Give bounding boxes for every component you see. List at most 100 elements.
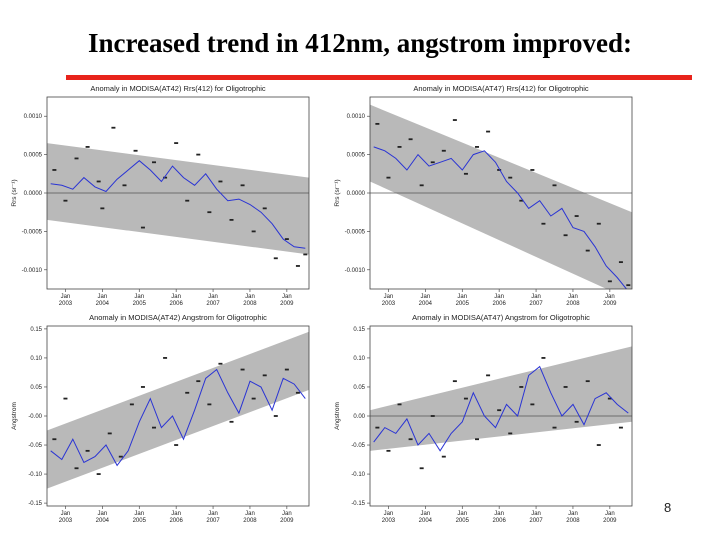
y-tick-label: -0.15 bbox=[351, 501, 365, 507]
series-line bbox=[50, 160, 306, 249]
data-point bbox=[397, 403, 402, 406]
y-tick-label: -0.10 bbox=[351, 472, 365, 478]
data-point bbox=[85, 449, 90, 452]
y-axis-label: Angstrom bbox=[11, 402, 18, 430]
data-point bbox=[486, 374, 491, 377]
data-point bbox=[508, 432, 513, 435]
y-tick-label: 0.0010 bbox=[347, 114, 366, 120]
data-point bbox=[251, 230, 256, 233]
data-point bbox=[52, 438, 57, 441]
data-point bbox=[63, 199, 68, 202]
plot-frame bbox=[369, 325, 633, 507]
data-point bbox=[63, 397, 68, 400]
x-tick-label: 2009 bbox=[603, 301, 617, 307]
x-tick-label: 2004 bbox=[96, 301, 110, 307]
x-tick-label: Jan bbox=[531, 294, 541, 300]
data-point bbox=[419, 184, 424, 187]
data-point bbox=[463, 397, 468, 400]
y-tick-label: -0.00 bbox=[28, 414, 42, 420]
data-point bbox=[430, 161, 435, 164]
chart-panel-rrs-at47: Anomaly in MODISA(AT47) Rrs(412) for Oli… bbox=[330, 80, 648, 320]
data-point bbox=[530, 403, 535, 406]
data-point bbox=[262, 207, 267, 210]
y-tick-label: -0.05 bbox=[28, 443, 42, 449]
data-point bbox=[574, 215, 579, 217]
data-point bbox=[452, 119, 457, 121]
data-point bbox=[251, 397, 256, 400]
data-point bbox=[397, 146, 402, 148]
y-tick-label: -0.0005 bbox=[22, 229, 43, 235]
x-tick-label: 2004 bbox=[419, 301, 433, 307]
y-tick-label: 0.05 bbox=[353, 385, 365, 391]
data-point bbox=[152, 161, 157, 164]
y-tick-label: 0.0005 bbox=[347, 153, 366, 159]
x-tick-label: Jan bbox=[282, 511, 292, 517]
x-tick-label: 2009 bbox=[603, 518, 617, 524]
data-point bbox=[585, 249, 590, 252]
data-point bbox=[140, 386, 145, 388]
data-point bbox=[174, 444, 179, 446]
data-point bbox=[375, 122, 380, 125]
data-point bbox=[152, 426, 157, 429]
data-point bbox=[240, 368, 245, 371]
y-tick-label: 0.0010 bbox=[24, 114, 43, 120]
x-tick-label: Jan bbox=[171, 511, 181, 517]
chart-angstrom-at42: Anomaly in MODISA(AT42) Angstrom for Oli… bbox=[11, 313, 310, 524]
x-tick-label: Jan bbox=[61, 511, 71, 517]
y-tick-label: 0.10 bbox=[30, 356, 42, 362]
y-tick-label: 0.00 bbox=[353, 414, 365, 420]
y-tick-label: 0.15 bbox=[353, 327, 365, 333]
y-tick-label: 0.0000 bbox=[347, 191, 366, 197]
data-point bbox=[303, 253, 308, 256]
data-point bbox=[530, 169, 535, 171]
data-point bbox=[163, 176, 168, 179]
data-point bbox=[185, 391, 190, 394]
x-tick-label: Jan bbox=[605, 511, 615, 517]
data-point bbox=[607, 280, 612, 283]
data-point bbox=[96, 473, 101, 475]
series-line bbox=[50, 368, 306, 467]
plot-frame bbox=[369, 96, 633, 290]
data-point bbox=[262, 374, 267, 377]
data-point bbox=[596, 222, 601, 225]
y-tick-label: -0.0005 bbox=[345, 229, 366, 235]
data-point bbox=[273, 415, 278, 417]
x-tick-label: Jan bbox=[494, 294, 504, 300]
x-tick-label: 2003 bbox=[382, 518, 396, 524]
x-tick-label: 2004 bbox=[419, 518, 433, 524]
data-point bbox=[541, 222, 546, 225]
chart-title: Anomaly in MODISA(AT47) Rrs(412) for Oli… bbox=[413, 84, 589, 93]
y-tick-label: 0.10 bbox=[353, 356, 365, 362]
data-point bbox=[196, 153, 201, 156]
chart-panel-rrs-at42: Anomaly in MODISA(AT42) Rrs(412) for Oli… bbox=[7, 80, 325, 320]
y-tick-label: -0.05 bbox=[351, 443, 365, 449]
confidence-band bbox=[370, 104, 632, 289]
data-point bbox=[284, 368, 289, 371]
data-point bbox=[574, 420, 579, 423]
x-tick-label: 2005 bbox=[456, 518, 470, 524]
data-point bbox=[497, 169, 502, 171]
x-tick-label: Jan bbox=[384, 511, 394, 517]
data-point bbox=[196, 380, 201, 383]
x-tick-label: Jan bbox=[134, 294, 144, 300]
data-point bbox=[185, 199, 190, 202]
y-axis-label: Rrs (sr⁻¹) bbox=[334, 179, 341, 206]
data-point bbox=[563, 234, 568, 237]
chart-title: Anomaly in MODISA(AT47) Angstrom for Oli… bbox=[412, 313, 590, 322]
x-tick-label: 2003 bbox=[59, 301, 73, 307]
title-underline bbox=[66, 75, 692, 80]
data-point bbox=[207, 403, 212, 406]
y-axis-label: Rrs (sr⁻¹) bbox=[11, 179, 18, 206]
chart-title: Anomaly in MODISA(AT42) Rrs(412) for Oli… bbox=[90, 84, 266, 93]
data-point bbox=[240, 184, 245, 187]
data-point bbox=[463, 172, 468, 175]
data-point bbox=[596, 444, 601, 446]
data-point bbox=[96, 180, 101, 183]
x-tick-label: Jan bbox=[98, 294, 108, 300]
confidence-band bbox=[370, 346, 632, 451]
data-point bbox=[626, 284, 631, 287]
data-point bbox=[408, 438, 413, 441]
plot-area bbox=[47, 126, 309, 267]
x-tick-label: Jan bbox=[282, 294, 292, 300]
x-tick-label: Jan bbox=[605, 294, 615, 300]
